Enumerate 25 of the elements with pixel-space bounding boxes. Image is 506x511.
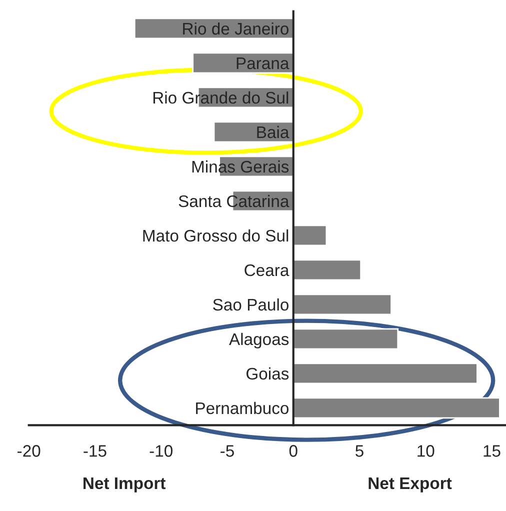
bar (292, 397, 500, 419)
x-tick-label: 15 (484, 445, 500, 457)
x-tick-label: -5 (220, 445, 234, 457)
y-tick-label: Goias (246, 367, 289, 380)
y-tick-label: Baia (257, 126, 290, 138)
x-tick-label: -10 (150, 445, 172, 457)
text: Net Export (368, 478, 452, 492)
y-tick-label: Pernambuco (196, 402, 289, 414)
y-tick-label: Mato Grosso do Sul (143, 229, 288, 242)
x-tick-label: 5 (356, 445, 364, 457)
x-tick-label: 10 (418, 445, 434, 457)
text: Net Import (84, 478, 166, 492)
x-tick-label: 0 (289, 445, 298, 457)
x-tick-label: -20 (18, 445, 40, 457)
bar (292, 328, 399, 350)
bar (292, 294, 392, 316)
x-tick-label: -15 (84, 445, 106, 457)
y-tick-label: Alagoas (229, 332, 289, 348)
y-tick-label: Parana (236, 58, 290, 70)
y-tick-label: Rio de Janeiro (183, 22, 289, 35)
y-tick-label: Sao Paulo (213, 298, 289, 311)
bar (292, 259, 362, 281)
y-tick-label: Ceara (244, 264, 290, 276)
bar (292, 362, 478, 384)
bar (292, 224, 328, 246)
